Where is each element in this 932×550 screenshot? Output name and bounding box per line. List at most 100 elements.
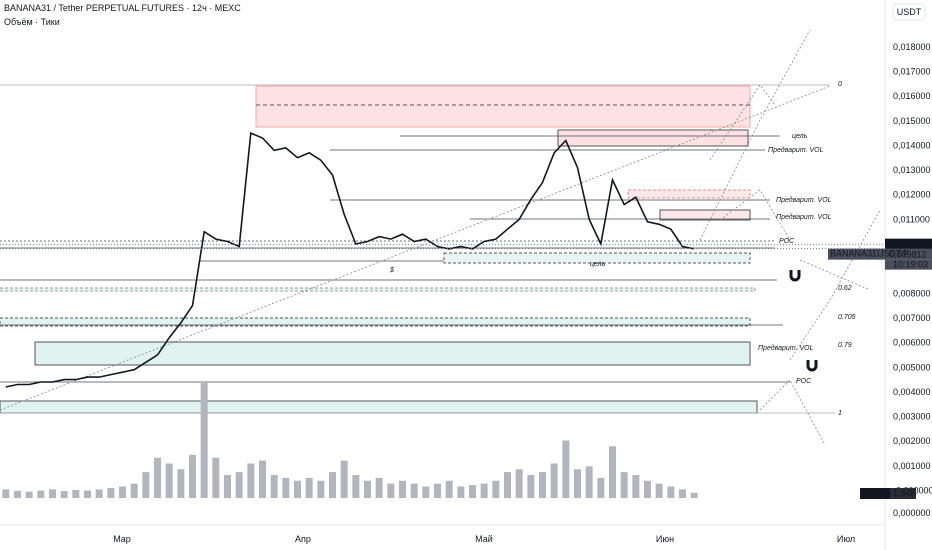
volume-bar [597, 477, 605, 498]
volume-bar [142, 472, 150, 498]
volume-bar [609, 446, 616, 498]
volume-bar [340, 460, 348, 498]
volume-bar [387, 483, 395, 498]
y-tick-label: 0,013000 [893, 165, 931, 175]
volume-bar [504, 472, 511, 498]
x-tick-label: Июл [837, 534, 855, 544]
y-tick-label: 0,017000 [893, 66, 931, 76]
volume-bar [445, 480, 453, 498]
volume-bar [282, 477, 290, 498]
volume-bar [434, 483, 441, 498]
volume-bar [375, 477, 383, 498]
volume-bar [644, 480, 651, 498]
volume-bar [84, 490, 91, 498]
annotation: 0 [838, 81, 842, 88]
annotation: POC [779, 238, 795, 245]
price-line [5, 131, 695, 388]
x-tick-label: Июн [656, 534, 674, 544]
volume-bar [469, 485, 476, 498]
volume-bar [270, 475, 278, 498]
price-marker-bg [885, 238, 932, 250]
volume-bar [690, 492, 698, 498]
volume-bar [14, 490, 21, 498]
volume-bar [480, 483, 488, 498]
volume-bar [37, 490, 45, 498]
price-marker-label: 0,009812 [889, 250, 927, 260]
volume-bar [294, 480, 301, 498]
symbol-bg [828, 248, 885, 260]
volume-bar [539, 472, 546, 498]
annotation: $ [389, 267, 394, 274]
y-tick-label: 0,014000 [893, 140, 931, 150]
y-tick-label: 0,004000 [893, 387, 931, 397]
countdown: 10:19:03 [893, 260, 928, 270]
annotation: Предварит. VOL [776, 213, 832, 221]
volume-bar [2, 489, 10, 498]
annotation: цель [792, 133, 808, 140]
drawings [0, 29, 881, 446]
currency-button-label[interactable]: USDT [897, 7, 922, 17]
x-tick-label: Мар [113, 534, 131, 544]
volume-bar [620, 472, 628, 498]
y-tick-label: 0,002000 [893, 436, 931, 446]
volume-bar [492, 480, 500, 498]
volume-bar [154, 457, 161, 498]
volume-bar [399, 480, 406, 498]
annotation: Предварит. VOL [776, 196, 832, 204]
annotation: 0.705 [838, 314, 856, 321]
volume-bar [189, 454, 196, 498]
volume-bar [527, 475, 535, 498]
volume-bar [317, 480, 325, 498]
price-marker-label: 0,009974 [889, 240, 927, 250]
x-tick-label: Май [475, 534, 493, 544]
volume-bar [25, 491, 33, 498]
volume-bar [457, 486, 465, 498]
y-tick-label: 0,016000 [893, 91, 931, 101]
volume-bar [329, 472, 336, 498]
subtitle: Объём · Тики [4, 17, 60, 27]
annotation: POC [796, 378, 812, 385]
y-tick-label: 0,008000 [893, 288, 931, 298]
volume-bar [632, 475, 640, 498]
volume-bar [352, 475, 360, 498]
y-tick-label: 0,007000 [893, 313, 931, 323]
volume-bar [212, 457, 220, 498]
x-tick-label: Апр [295, 534, 311, 544]
volume-bar [422, 486, 430, 498]
volume-badge [860, 488, 890, 499]
volume-bar [667, 486, 675, 498]
volume-bar [679, 489, 686, 498]
volume-bar [585, 466, 593, 498]
y-tick-label: 0,006000 [893, 338, 931, 348]
volume-bar [364, 480, 371, 498]
volume-bar [305, 477, 313, 498]
volume-bar [235, 472, 243, 498]
y-tick-label: 0,005000 [893, 362, 931, 372]
y-tick-label: 0,003000 [893, 412, 931, 422]
volume-bar [60, 491, 68, 498]
volume-bar [550, 463, 558, 498]
volume-value-bg [890, 488, 916, 499]
currency-button[interactable] [892, 3, 926, 21]
annotation: Предварит. VOL [768, 146, 824, 154]
price-marker-bg [885, 248, 932, 260]
y-tick-label: 0,012000 [893, 190, 931, 200]
y-tick-label: 0,018000 [893, 42, 931, 52]
volume-bar [165, 463, 173, 498]
volume-bar [200, 383, 208, 498]
volume-bar [49, 489, 56, 498]
volume-bar [177, 469, 185, 498]
volume-bar [130, 483, 138, 498]
volume-tick-label: 0,000000 [893, 508, 931, 518]
y-tick-label: 0,001000 [893, 461, 931, 471]
volume-name: Volume [862, 488, 892, 498]
volume-bar [655, 483, 663, 498]
annotation: цель [590, 261, 606, 268]
volume-bar [410, 483, 418, 498]
annotation: 1 [838, 410, 842, 417]
volume-bar [515, 469, 523, 498]
volume-bar [247, 463, 255, 498]
symbol-label: BANANA31USDT.P [830, 249, 909, 259]
volume-bar [224, 475, 231, 498]
